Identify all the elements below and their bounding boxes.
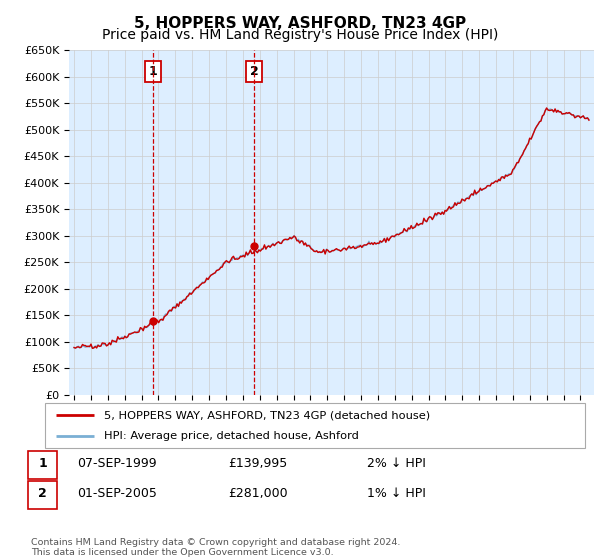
Text: 1% ↓ HPI: 1% ↓ HPI [367, 487, 425, 501]
Text: Price paid vs. HM Land Registry's House Price Index (HPI): Price paid vs. HM Land Registry's House … [102, 28, 498, 42]
Text: 1: 1 [38, 457, 47, 470]
Text: 5, HOPPERS WAY, ASHFORD, TN23 4GP (detached house): 5, HOPPERS WAY, ASHFORD, TN23 4GP (detac… [104, 410, 431, 421]
Text: £139,995: £139,995 [229, 457, 287, 470]
Text: HPI: Average price, detached house, Ashford: HPI: Average price, detached house, Ashf… [104, 431, 359, 441]
Text: 2: 2 [250, 65, 259, 78]
Text: £281,000: £281,000 [228, 487, 288, 501]
Text: 2% ↓ HPI: 2% ↓ HPI [367, 457, 425, 470]
FancyBboxPatch shape [45, 403, 585, 448]
Text: Contains HM Land Registry data © Crown copyright and database right 2024.
This d: Contains HM Land Registry data © Crown c… [31, 538, 401, 557]
Text: 1: 1 [149, 65, 158, 78]
Text: 5, HOPPERS WAY, ASHFORD, TN23 4GP: 5, HOPPERS WAY, ASHFORD, TN23 4GP [134, 16, 466, 31]
Text: 2: 2 [38, 487, 47, 501]
Text: 07-SEP-1999: 07-SEP-1999 [77, 457, 157, 470]
Text: 01-SEP-2005: 01-SEP-2005 [77, 487, 157, 501]
